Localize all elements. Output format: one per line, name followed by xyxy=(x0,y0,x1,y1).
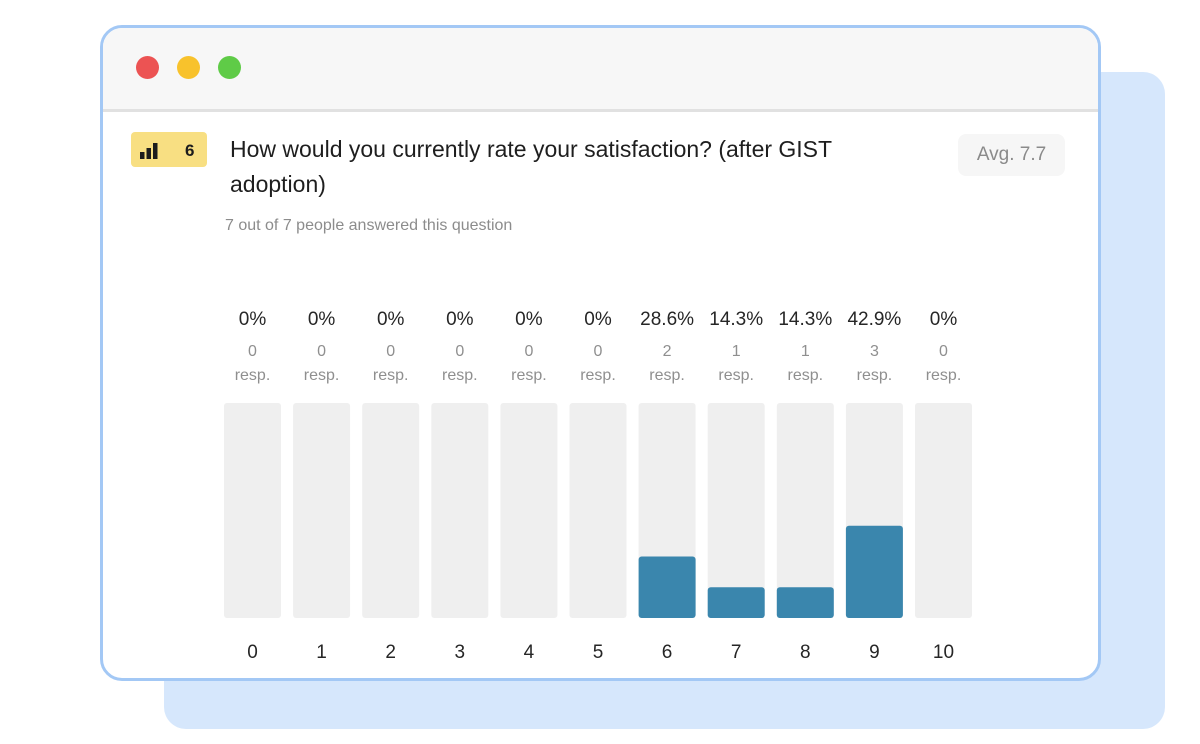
bar xyxy=(638,556,696,618)
bar-track xyxy=(224,403,281,618)
percent-label: 0% xyxy=(446,309,474,330)
category-tick-label: 3 xyxy=(455,642,466,663)
question-number-badge: 6 xyxy=(131,132,207,167)
bar-chart-icon xyxy=(140,143,158,159)
title-bar xyxy=(103,28,1098,112)
rating-distribution-chart: 0% 0 resp. 0 0% 0 resp. 1 0% 0 resp. 2 0% 0 resp. 3 0% 0 r… xyxy=(224,309,972,663)
response-unit: resp. xyxy=(857,367,893,384)
bar-track xyxy=(776,403,834,618)
response-unit: resp. xyxy=(442,367,478,384)
category-tick-label: 10 xyxy=(933,642,954,663)
response-count: 0 xyxy=(317,343,326,360)
response-count: 3 xyxy=(870,343,879,360)
category-tick-label: 1 xyxy=(316,642,327,663)
close-window-button[interactable] xyxy=(136,56,159,79)
percent-label: 0% xyxy=(515,309,543,330)
bar-track xyxy=(362,403,420,618)
category-tick-label: 6 xyxy=(662,642,673,663)
percent-label: 28.6% xyxy=(640,309,694,330)
response-unit: resp. xyxy=(926,367,962,384)
response-unit: resp. xyxy=(649,367,685,384)
bar-track xyxy=(569,403,627,618)
category-tick-label: 4 xyxy=(524,642,535,663)
response-count: 0 xyxy=(455,343,464,360)
percent-label: 0% xyxy=(308,309,336,330)
bar-track xyxy=(293,403,351,618)
category-tick-label: 2 xyxy=(385,642,396,663)
category-tick-label: 5 xyxy=(593,642,604,663)
percent-label: 0% xyxy=(584,309,612,330)
percent-label: 0% xyxy=(377,309,405,330)
response-count: 0 xyxy=(386,343,395,360)
response-count: 0 xyxy=(594,343,603,360)
category-tick-label: 9 xyxy=(869,642,880,663)
percent-label: 42.9% xyxy=(847,309,901,330)
bar xyxy=(845,525,903,618)
response-count: 0 xyxy=(248,343,257,360)
response-unit: resp. xyxy=(235,367,271,384)
response-count: 1 xyxy=(801,343,810,360)
percent-label: 0% xyxy=(930,309,958,330)
response-unit: resp. xyxy=(718,367,754,384)
bar xyxy=(707,587,765,618)
bar-track xyxy=(707,403,765,618)
category-tick-label: 0 xyxy=(247,642,258,663)
answered-count: 7 out of 7 people answered this question xyxy=(225,217,513,234)
response-count: 0 xyxy=(939,343,948,360)
response-count: 0 xyxy=(524,343,533,360)
response-count: 2 xyxy=(663,343,672,360)
percent-label: 14.3% xyxy=(778,309,832,330)
category-tick-label: 8 xyxy=(800,642,811,663)
question-number: 6 xyxy=(185,141,195,160)
response-unit: resp. xyxy=(511,367,547,384)
maximize-window-button[interactable] xyxy=(218,56,241,79)
category-tick-label: 7 xyxy=(731,642,742,663)
bar-track xyxy=(500,403,558,618)
response-unit: resp. xyxy=(304,367,340,384)
percent-label: 14.3% xyxy=(709,309,763,330)
question-title: How would you currently rate your satisf… xyxy=(230,136,832,197)
response-unit: resp. xyxy=(788,367,824,384)
minimize-window-button[interactable] xyxy=(177,56,200,79)
bar-track xyxy=(431,403,489,618)
bar-track xyxy=(915,403,972,618)
response-count: 1 xyxy=(732,343,741,360)
average-badge: Avg. 7.7 xyxy=(958,134,1065,176)
bar xyxy=(776,587,834,618)
response-unit: resp. xyxy=(580,367,616,384)
response-unit: resp. xyxy=(373,367,409,384)
app-window: 6 How would you currently rate your sati… xyxy=(100,25,1101,681)
percent-label: 0% xyxy=(239,309,267,330)
